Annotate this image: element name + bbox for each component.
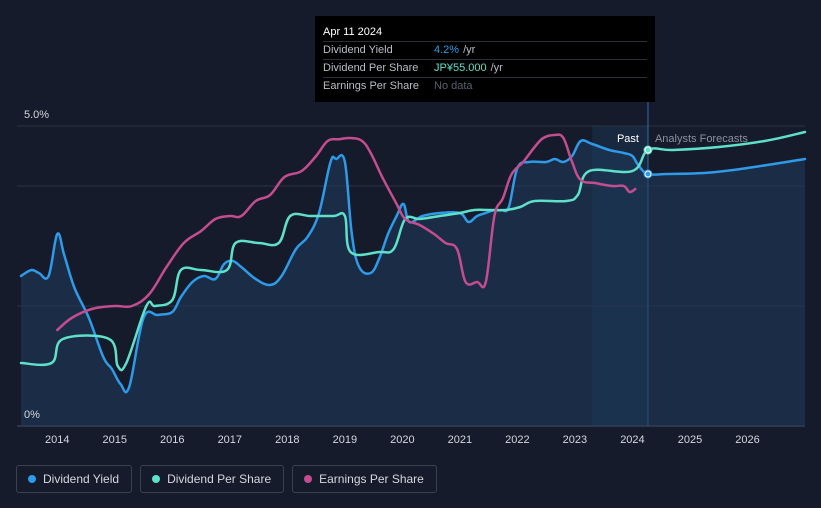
yield-line [19, 139, 807, 394]
x-tick-label: 2022 [505, 434, 529, 446]
tooltip-unit: /yr [463, 44, 476, 56]
x-tick-label: 2017 [218, 434, 242, 446]
tooltip-row-dividend-per-share: Dividend Per Share JP¥55.000 /yr [323, 60, 647, 78]
legend-dot-icon [28, 475, 36, 483]
eps-line [56, 133, 637, 332]
x-tick-label: 2016 [160, 434, 184, 446]
legend-dot-icon [304, 475, 313, 483]
x-tick-label: 2023 [563, 434, 587, 446]
tooltip-unit: /yr [490, 62, 503, 74]
x-tick-label: 2019 [333, 434, 357, 446]
tooltip-label: Dividend Per Share [323, 62, 419, 74]
analysts-forecasts-label: Analysts Forecasts [655, 133, 748, 145]
chart-legend: Dividend Yield Dividend Per Share Earnin… [16, 465, 437, 493]
tooltip-label: Dividend Yield [323, 44, 393, 56]
tooltip-row-earnings-per-share: Earnings Per Share No data [323, 78, 647, 95]
dividend-yield-area [21, 140, 805, 426]
past-label: Past [617, 133, 639, 145]
legend-label: Dividend Yield [43, 472, 120, 486]
x-tick-label: 2014 [45, 434, 69, 446]
legend-label: Earnings Per Share [319, 472, 424, 486]
tooltip-value: JP¥55.000 [434, 62, 487, 74]
x-tick-label: 2020 [390, 434, 414, 446]
legend-item-dividend-yield[interactable]: Dividend Yield [16, 465, 133, 493]
tooltip-row-dividend-yield: Dividend Yield 4.2% /yr [323, 42, 647, 60]
tooltip-date: Apr 11 2024 [323, 24, 647, 42]
chart-tooltip: Apr 11 2024 Dividend Yield 4.2% /yr Divi… [315, 16, 655, 102]
legend-label: Dividend Per Share [167, 472, 272, 486]
y-tick-label: 5.0% [24, 109, 49, 121]
tooltip-value: 4.2% [434, 44, 460, 56]
x-tick-label: 2024 [620, 434, 644, 446]
tooltip-value: No data [434, 80, 473, 92]
legend-dot-icon [152, 475, 161, 483]
x-tick-label: 2026 [735, 434, 759, 446]
dps-line [19, 130, 807, 372]
legend-item-dividend-per-share[interactable]: Dividend Per Share [140, 465, 285, 493]
yield-marker-dot [644, 170, 652, 178]
legend-item-earnings-per-share[interactable]: Earnings Per Share [292, 465, 437, 493]
x-tick-label: 2021 [448, 434, 472, 446]
y-tick-label: 0% [24, 409, 40, 421]
tooltip-label: Earnings Per Share [323, 80, 419, 92]
x-tick-label: 2018 [275, 434, 299, 446]
x-tick-label: 2015 [103, 434, 127, 446]
dps-marker-dot [644, 146, 652, 154]
x-tick-label: 2025 [678, 434, 702, 446]
